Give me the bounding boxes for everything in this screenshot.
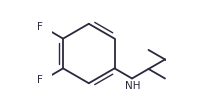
- Text: F: F: [37, 75, 43, 85]
- Text: F: F: [37, 22, 43, 32]
- Text: NH: NH: [125, 81, 140, 91]
